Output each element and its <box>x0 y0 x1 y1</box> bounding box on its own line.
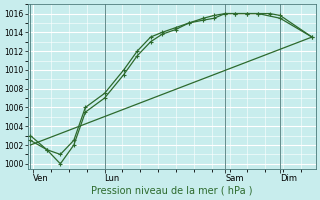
X-axis label: Pression niveau de la mer ( hPa ): Pression niveau de la mer ( hPa ) <box>91 186 252 196</box>
